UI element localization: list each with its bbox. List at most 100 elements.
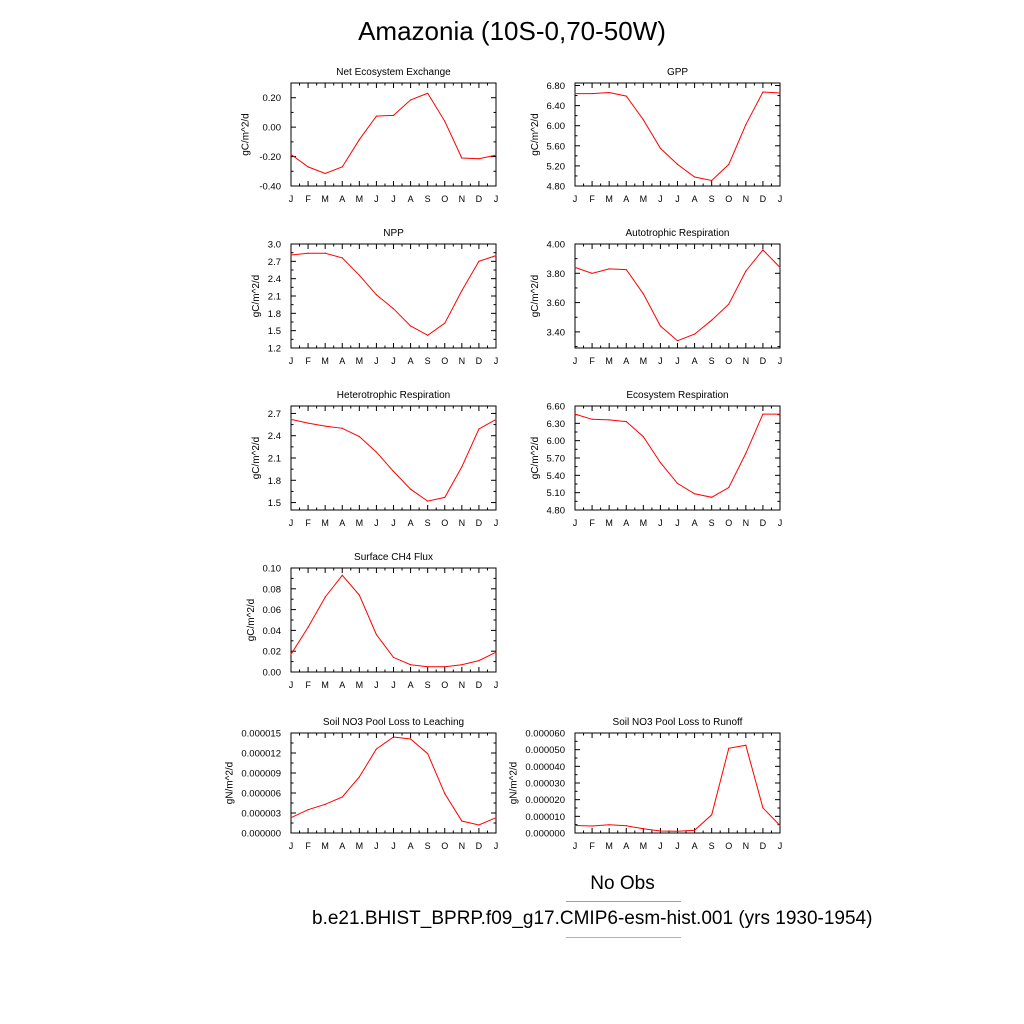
plot-frame (574, 732, 781, 834)
data-point (409, 99, 412, 101)
x-tick-label: J (573, 518, 578, 528)
data-point (324, 252, 326, 254)
data-point (324, 425, 326, 427)
x-tick-label: O (725, 356, 732, 366)
x-tick-label: J (391, 194, 396, 204)
y-axis-label: gC/m^2/d (530, 113, 541, 156)
series-line (574, 249, 781, 342)
x-tick-label: F (589, 356, 595, 366)
figure-title: Amazonia (10S-0,70-50W) (358, 16, 666, 46)
x-tick-label: S (709, 518, 715, 528)
data-point (461, 466, 463, 468)
y-tick-label: 5.40 (547, 471, 566, 482)
y-tick-label: 3.0 (268, 240, 281, 251)
x-tick-label: F (305, 356, 311, 366)
x-tick-label: S (709, 356, 715, 366)
data-point (358, 274, 360, 276)
x-tick-label: M (605, 194, 613, 204)
data-point (745, 452, 747, 454)
data-point (745, 270, 747, 272)
data-point (392, 656, 395, 659)
data-point (779, 824, 781, 827)
data-point (307, 626, 309, 628)
y-tick-label: 6.00 (547, 121, 566, 132)
data-point (409, 664, 412, 666)
data-point (341, 257, 343, 259)
panel-title: Surface CH4 Flux (354, 552, 433, 563)
x-tick-label: O (441, 518, 448, 528)
x-tick-label: J (494, 518, 499, 528)
y-tick-label: 0.000003 (241, 809, 281, 820)
data-point (762, 91, 764, 93)
plot-frame (574, 243, 781, 349)
x-tick-label: J (289, 518, 294, 528)
x-tick-label: A (339, 841, 345, 851)
x-tick-label: J (778, 194, 783, 204)
data-point (642, 119, 644, 121)
data-point (659, 830, 662, 832)
y-tick-label: 3.60 (547, 298, 566, 309)
y-tick-label: 0.08 (263, 584, 282, 595)
data-point (392, 736, 395, 738)
data-point (495, 817, 497, 819)
x-tick-label: J (391, 518, 396, 528)
panel-title: Heterotrophic Respiration (337, 390, 450, 401)
series-line (574, 744, 781, 832)
plot-frame (290, 243, 497, 349)
y-tick-label: 0.000000 (241, 829, 281, 840)
data-point (711, 496, 713, 498)
data-point (693, 493, 696, 495)
y-tick-label: 0.10 (263, 564, 282, 575)
data-point (762, 249, 764, 251)
data-point (676, 340, 679, 342)
y-tick-label: 1.5 (268, 498, 281, 509)
x-tick-label: M (356, 841, 364, 851)
data-point (659, 147, 662, 149)
x-tick-label: A (339, 680, 345, 690)
x-tick-label: N (459, 518, 466, 528)
data-point (307, 166, 309, 168)
x-tick-label: J (675, 841, 680, 851)
data-point (608, 824, 610, 826)
x-tick-label: F (589, 518, 595, 528)
y-tick-label: 0.00 (263, 123, 282, 134)
panel-title: Soil NO3 Pool Loss to Runoff (613, 717, 743, 728)
y-tick-label: 2.7 (268, 409, 281, 420)
data-point (461, 290, 463, 292)
x-tick-label: O (725, 194, 732, 204)
y-tick-label: 0.000000 (525, 829, 565, 840)
data-point (495, 154, 497, 156)
x-tick-label: J (289, 841, 294, 851)
x-tick-label: J (658, 518, 663, 528)
y-tick-label: 1.8 (268, 309, 281, 320)
y-tick-label: 0.000009 (241, 769, 281, 780)
x-tick-label: J (573, 356, 578, 366)
x-tick-label: J (374, 518, 379, 528)
data-point (409, 488, 412, 490)
data-point (341, 427, 343, 429)
data-point (779, 92, 781, 94)
x-tick-label: N (459, 356, 466, 366)
x-tick-label: N (743, 518, 750, 528)
panel-title: NPP (383, 228, 404, 239)
data-point (574, 92, 576, 95)
x-tick-label: A (692, 518, 698, 528)
x-tick-label: A (408, 356, 414, 366)
y-tick-label: 0.000015 (241, 729, 281, 740)
y-tick-label: 4.80 (547, 506, 566, 517)
y-tick-label: 2.1 (268, 292, 281, 303)
y-axis-label: gC/m^2/d (251, 275, 262, 318)
x-tick-label: M (640, 841, 648, 851)
y-tick-label: 2.1 (268, 454, 281, 465)
panel-title: GPP (667, 67, 688, 78)
y-tick-label: 0.00 (263, 668, 282, 679)
y-tick-label: 6.80 (547, 81, 566, 92)
x-tick-label: J (675, 356, 680, 366)
data-point (495, 254, 497, 257)
